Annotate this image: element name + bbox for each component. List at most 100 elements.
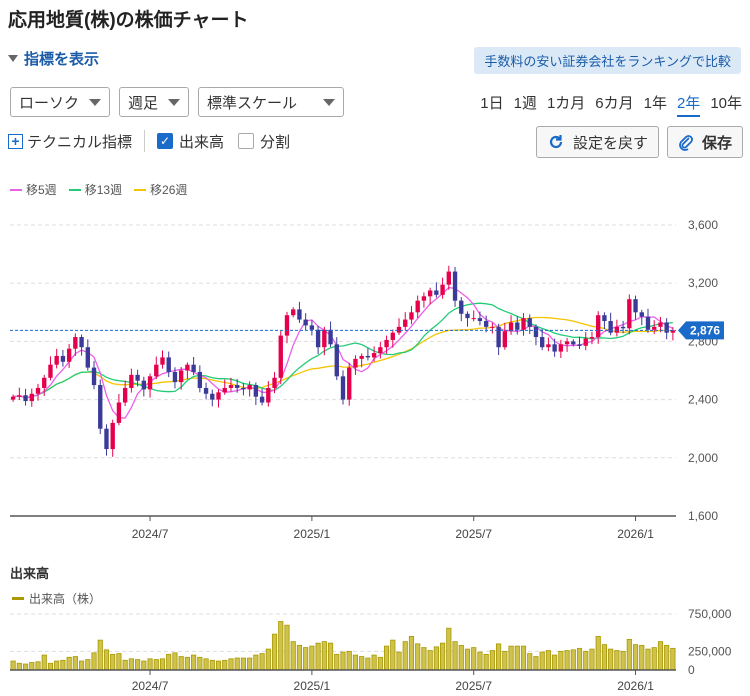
- chart-type-value: ローソク: [19, 94, 80, 112]
- volume-bar: [54, 660, 60, 671]
- volume-bar: [508, 645, 514, 671]
- x-tick-label: 2025/7: [455, 679, 492, 693]
- candle: [564, 338, 570, 352]
- volume-bar: [359, 656, 365, 671]
- volume-bar: [458, 644, 464, 671]
- reset-settings-label: 設定を戻す: [573, 134, 649, 152]
- candle: [197, 365, 203, 393]
- chevron-down-icon: [168, 98, 180, 106]
- volume-bar: [365, 657, 371, 671]
- volume-bar: [47, 662, 54, 671]
- x-tick-label: 2026/1: [617, 679, 654, 693]
- reset-settings-button[interactable]: 設定を戻す: [536, 126, 660, 158]
- volume-bar: [427, 650, 433, 671]
- volume-bar: [209, 659, 215, 671]
- volume-bar: [583, 650, 589, 671]
- candle: [178, 367, 184, 390]
- volume-bar: [97, 639, 103, 671]
- candle: [434, 282, 439, 298]
- candle: [291, 307, 296, 318]
- candle: [147, 373, 153, 398]
- period-tabs: 1日 1週 1カ月 6カ月 1年 2年 10年: [480, 92, 742, 117]
- candle: [365, 348, 371, 361]
- volume-bar: [576, 647, 583, 671]
- broker-ranking-link[interactable]: 手数料の安い証券会社をランキングで比較: [474, 47, 741, 74]
- volume-bar: [390, 639, 396, 671]
- volume-bar: [645, 648, 651, 671]
- x-tick-label: 2025/1: [294, 679, 331, 693]
- candle: [210, 389, 215, 407]
- period-tab-1d[interactable]: 1日: [480, 95, 504, 112]
- candle: [652, 320, 657, 334]
- period-tab-1m[interactable]: 1カ月: [546, 95, 586, 112]
- volume-bar: [35, 661, 41, 671]
- candle: [247, 381, 252, 397]
- period-tab-6m[interactable]: 6カ月: [595, 95, 634, 112]
- chart-type-select[interactable]: ローソク: [10, 87, 110, 117]
- volume-bar: [570, 649, 576, 671]
- candle: [54, 348, 59, 369]
- volume-checkbox[interactable]: ✓: [157, 133, 174, 149]
- volume-bar: [440, 642, 446, 671]
- candle: [42, 374, 47, 396]
- current-price-label: 2,876: [690, 323, 720, 337]
- volume-bar: [290, 641, 296, 671]
- volume-bar: [303, 647, 309, 671]
- legend-ma5: 移5週: [10, 181, 57, 198]
- page-title: 応用地質(株)の株価チャート: [8, 10, 249, 31]
- interval-select[interactable]: 週足: [119, 87, 189, 117]
- volume-bar: [278, 621, 284, 671]
- volume-bar: [215, 660, 222, 671]
- period-tab-1w[interactable]: 1週: [513, 95, 537, 112]
- volume-bar: [296, 644, 303, 671]
- legend-ma26: 移26週: [134, 181, 187, 198]
- candle: [79, 334, 84, 356]
- volume-bar: [527, 653, 533, 671]
- scale-value: 標準スケール: [207, 94, 298, 112]
- volume-bar: [471, 647, 477, 671]
- save-button[interactable]: 保存: [667, 126, 744, 158]
- candle: [141, 376, 147, 397]
- volume-bar: [253, 654, 259, 671]
- volume-chart[interactable]: 750,000 250,000 0 2024/7 2025/1 2025/7 2026/1: [0, 604, 750, 696]
- volume-bar: [402, 641, 408, 671]
- candle: [166, 351, 171, 378]
- candle: [73, 333, 78, 356]
- legend-swatch: [10, 188, 22, 191]
- candle: [496, 323, 501, 356]
- volume-bar: [29, 662, 35, 671]
- period-tab-1y[interactable]: 1年: [643, 95, 667, 112]
- plus-icon[interactable]: +: [8, 133, 23, 149]
- interval-value: 週足: [128, 94, 159, 112]
- candle: [328, 321, 333, 347]
- candle: [583, 332, 588, 351]
- candle: [334, 337, 339, 381]
- technical-indicators-link[interactable]: テクニカル指標: [27, 133, 133, 151]
- show-indicators-toggle[interactable]: 指標を表示: [8, 48, 99, 69]
- candle: [129, 368, 134, 393]
- candle: [614, 319, 620, 337]
- candle: [259, 388, 265, 406]
- scale-select[interactable]: 標準スケール: [198, 87, 344, 117]
- candle: [110, 419, 115, 457]
- candle: [390, 329, 395, 348]
- chart-options-row: + テクニカル指標 ✓ 出来高 分割: [8, 130, 290, 152]
- volume-bar: [520, 645, 527, 671]
- candle: [353, 355, 358, 375]
- candle: [48, 356, 53, 381]
- volume-bar: [327, 642, 334, 671]
- period-tab-10y[interactable]: 10年: [710, 95, 742, 112]
- volume-bar: [452, 641, 458, 671]
- volume-bar: [651, 647, 657, 671]
- candle: [371, 346, 377, 362]
- volume-bar: [383, 645, 390, 671]
- divider: [144, 130, 146, 152]
- split-checkbox[interactable]: [238, 133, 255, 149]
- candle: [17, 387, 22, 401]
- volume-bar: [259, 653, 265, 671]
- volume-bar: [178, 656, 184, 671]
- volume-bar: [197, 656, 203, 671]
- period-tab-2y[interactable]: 2年: [676, 92, 701, 117]
- candle: [490, 322, 495, 334]
